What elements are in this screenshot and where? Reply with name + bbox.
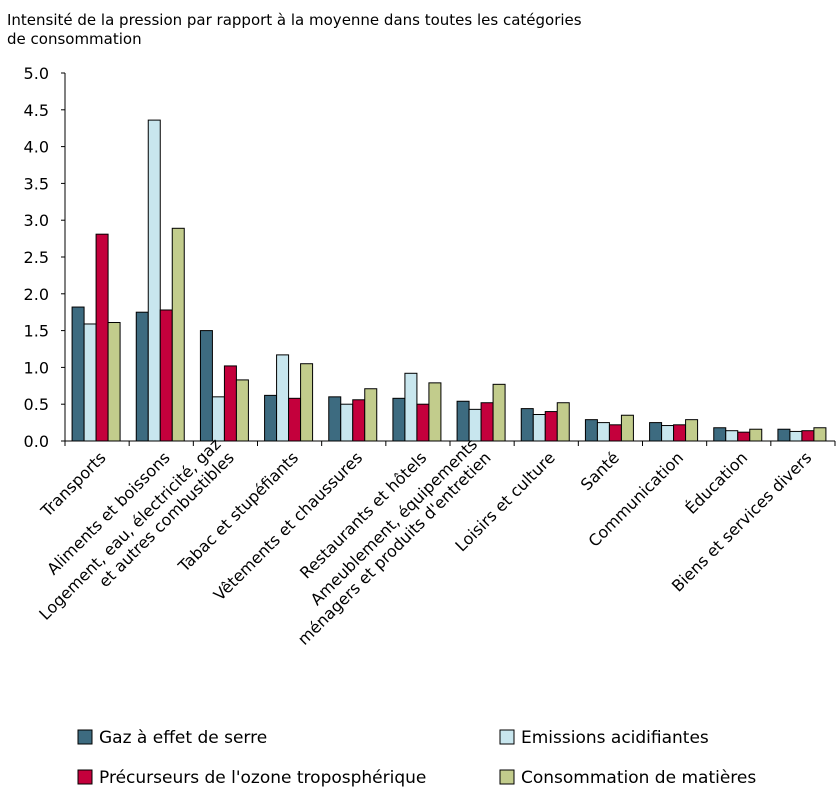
bar: [584, 419, 598, 442]
legend-swatch: [77, 769, 93, 785]
bar: [428, 382, 442, 442]
bar: [544, 411, 558, 442]
chart-title-line: Intensité de la pression par rapport à l…: [7, 11, 582, 29]
y-tick-label: 3.0: [24, 211, 49, 230]
y-tick-label: 1.5: [24, 322, 49, 341]
bar: [725, 430, 739, 442]
bar: [211, 396, 225, 442]
bar: [264, 394, 278, 442]
bar: [685, 419, 699, 442]
y-tick-label: 4.0: [24, 138, 49, 157]
category-label-line: Ameublement, équipements: [307, 435, 481, 609]
bar: [83, 323, 97, 442]
y-tick-label: 0.5: [24, 395, 49, 414]
bar: [661, 425, 675, 442]
bar: [300, 363, 314, 442]
bar: [340, 403, 354, 442]
bars: [71, 119, 827, 442]
bar: [364, 388, 378, 442]
bar: [147, 119, 161, 442]
bar: [107, 322, 121, 442]
bar: [789, 430, 803, 442]
bar: [171, 227, 185, 442]
bar: [492, 383, 506, 442]
y-tick-label: 4.5: [24, 101, 49, 120]
bar: [71, 306, 85, 442]
bar: [159, 309, 173, 442]
legend-label: Précurseurs de l'ozone troposphérique: [99, 768, 426, 788]
chart-title: Intensité de la pression par rapport à l…: [7, 11, 582, 48]
bar: [620, 414, 634, 442]
bar: [352, 399, 366, 442]
bar: [288, 397, 302, 442]
bar: [813, 427, 827, 442]
legend-item: Emissions acidifiantes: [499, 728, 709, 748]
bar: [416, 403, 430, 442]
legend-item: Gaz à effet de serre: [77, 728, 267, 748]
bar: [777, 428, 791, 442]
axes: 0.0 0.5 1.0 1.5 2.0 2.5 3.0 3.5 4.0 4.5 5.0: [24, 64, 836, 451]
bar: [520, 408, 534, 442]
bar: [649, 422, 663, 442]
bar: [223, 365, 237, 442]
legend-label: Gaz à effet de serre: [99, 728, 267, 748]
bar: [392, 397, 406, 442]
legend-item: Précurseurs de l'ozone troposphérique: [77, 768, 426, 788]
bar: [608, 424, 622, 442]
legend-swatch: [499, 769, 515, 785]
bar: [596, 422, 610, 442]
bar: [199, 330, 213, 442]
bar: [276, 354, 290, 442]
y-tick-label: 0.0: [24, 432, 49, 451]
bar: [673, 424, 687, 442]
bar: [749, 428, 763, 442]
bar: [801, 430, 815, 442]
category-label: Éducation: [681, 448, 751, 518]
bar: [135, 311, 149, 442]
bar: [737, 431, 751, 442]
bar: [235, 379, 249, 442]
bar: [556, 402, 570, 442]
bar: [404, 372, 418, 442]
legend-label: Emissions acidifiantes: [521, 728, 709, 748]
y-tick-label: 2.0: [24, 285, 49, 304]
legend-swatch: [77, 729, 93, 745]
legend-label: Consommation de matières: [521, 768, 756, 788]
y-tick-label: 2.5: [24, 248, 49, 267]
y-tick-label: 5.0: [24, 64, 49, 83]
bar: [713, 427, 727, 442]
y-tick-label: 1.0: [24, 358, 49, 377]
legend-swatch: [499, 729, 515, 745]
category-label: Santé: [577, 448, 623, 494]
legend-item: Consommation de matières: [499, 768, 756, 788]
bar: [480, 402, 494, 442]
category-label-line: Éducation: [681, 448, 751, 518]
y-tick-label: 3.5: [24, 174, 49, 193]
category-label-line: Santé: [577, 448, 623, 494]
chart-title-line: de consommation: [7, 30, 142, 48]
bar: [468, 408, 482, 442]
legend: Gaz à effet de serre Emissions acidifiant…: [77, 728, 756, 788]
category-label-line: Logement, eau, électricité, gaz: [35, 435, 224, 624]
bar: [532, 414, 546, 442]
bar: [95, 233, 109, 442]
bar: [328, 396, 342, 442]
